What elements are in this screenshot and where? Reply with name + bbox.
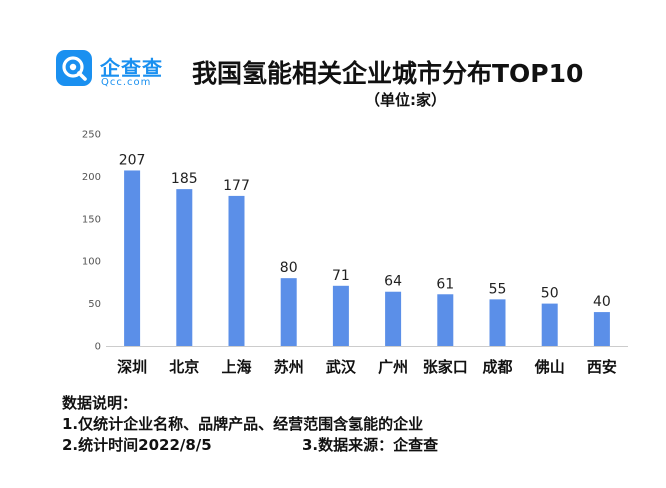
y-tick-label: 200 [82,172,101,183]
data-label: 207 [119,152,146,168]
x-tick-label: 成都 [482,358,512,376]
data-label: 185 [171,171,198,187]
data-label: 50 [541,286,559,302]
bar [332,285,349,346]
bar [385,291,402,346]
data-label: 40 [593,294,611,310]
data-notes: 数据说明： 1.仅统计企业名称、品牌产品、经营范围含氢能的企业 2.统计时间20… [62,393,438,456]
x-tick-label: 西安 [587,358,617,376]
bar [228,195,245,346]
y-tick-label: 150 [82,214,101,225]
chart-title: 我国氢能相关企业城市分布TOP10 [192,59,584,88]
qcc-logo: 企查查 Qcc.com [56,50,176,92]
bar [489,299,506,346]
notes-line-1: 1.仅统计企业名称、品牌产品、经营范围含氢能的企业 [62,415,424,433]
bar [280,278,297,346]
data-label: 64 [384,274,402,290]
qcc-logo-icon [56,50,92,86]
bar [541,303,558,346]
x-tick-label: 武汉 [326,358,357,376]
bar [176,189,193,346]
bar [437,294,454,346]
bar [124,170,141,346]
x-tick-label: 张家口 [423,358,468,376]
x-tick-label: 深圳 [117,358,147,376]
x-tick-label: 广州 [378,358,408,376]
notes-line-2: 2.统计时间2022/8/5 [62,436,212,454]
x-tick-label: 苏州 [274,358,304,376]
y-tick-label: 250 [82,130,101,141]
notes-source: 3.数据来源：企查查 [302,436,439,454]
x-tick-label: 佛山 [534,358,565,376]
y-tick-label: 0 [95,342,101,353]
notes-heading: 数据说明： [62,394,138,412]
brand-name: 企查查 [100,56,163,80]
data-label: 177 [223,178,250,194]
data-label: 80 [280,260,298,276]
data-label: 61 [436,276,454,292]
x-tick-label: 北京 [169,358,199,376]
data-label: 71 [332,268,350,284]
data-label: 55 [489,281,507,297]
bar [593,312,610,346]
chart-unit: （单位:家） [365,91,446,109]
brand-domain: Qcc.com [101,77,152,88]
y-tick-label: 100 [82,257,101,268]
y-tick-label: 50 [88,299,101,310]
x-tick-label: 上海 [221,358,251,376]
